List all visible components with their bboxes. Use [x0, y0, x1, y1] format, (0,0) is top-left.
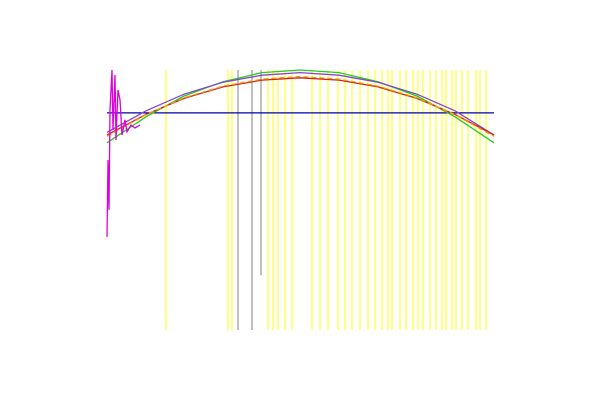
- series-line: [106, 69, 141, 237]
- series-line: [106, 71, 495, 136]
- series-line: [106, 75, 495, 137]
